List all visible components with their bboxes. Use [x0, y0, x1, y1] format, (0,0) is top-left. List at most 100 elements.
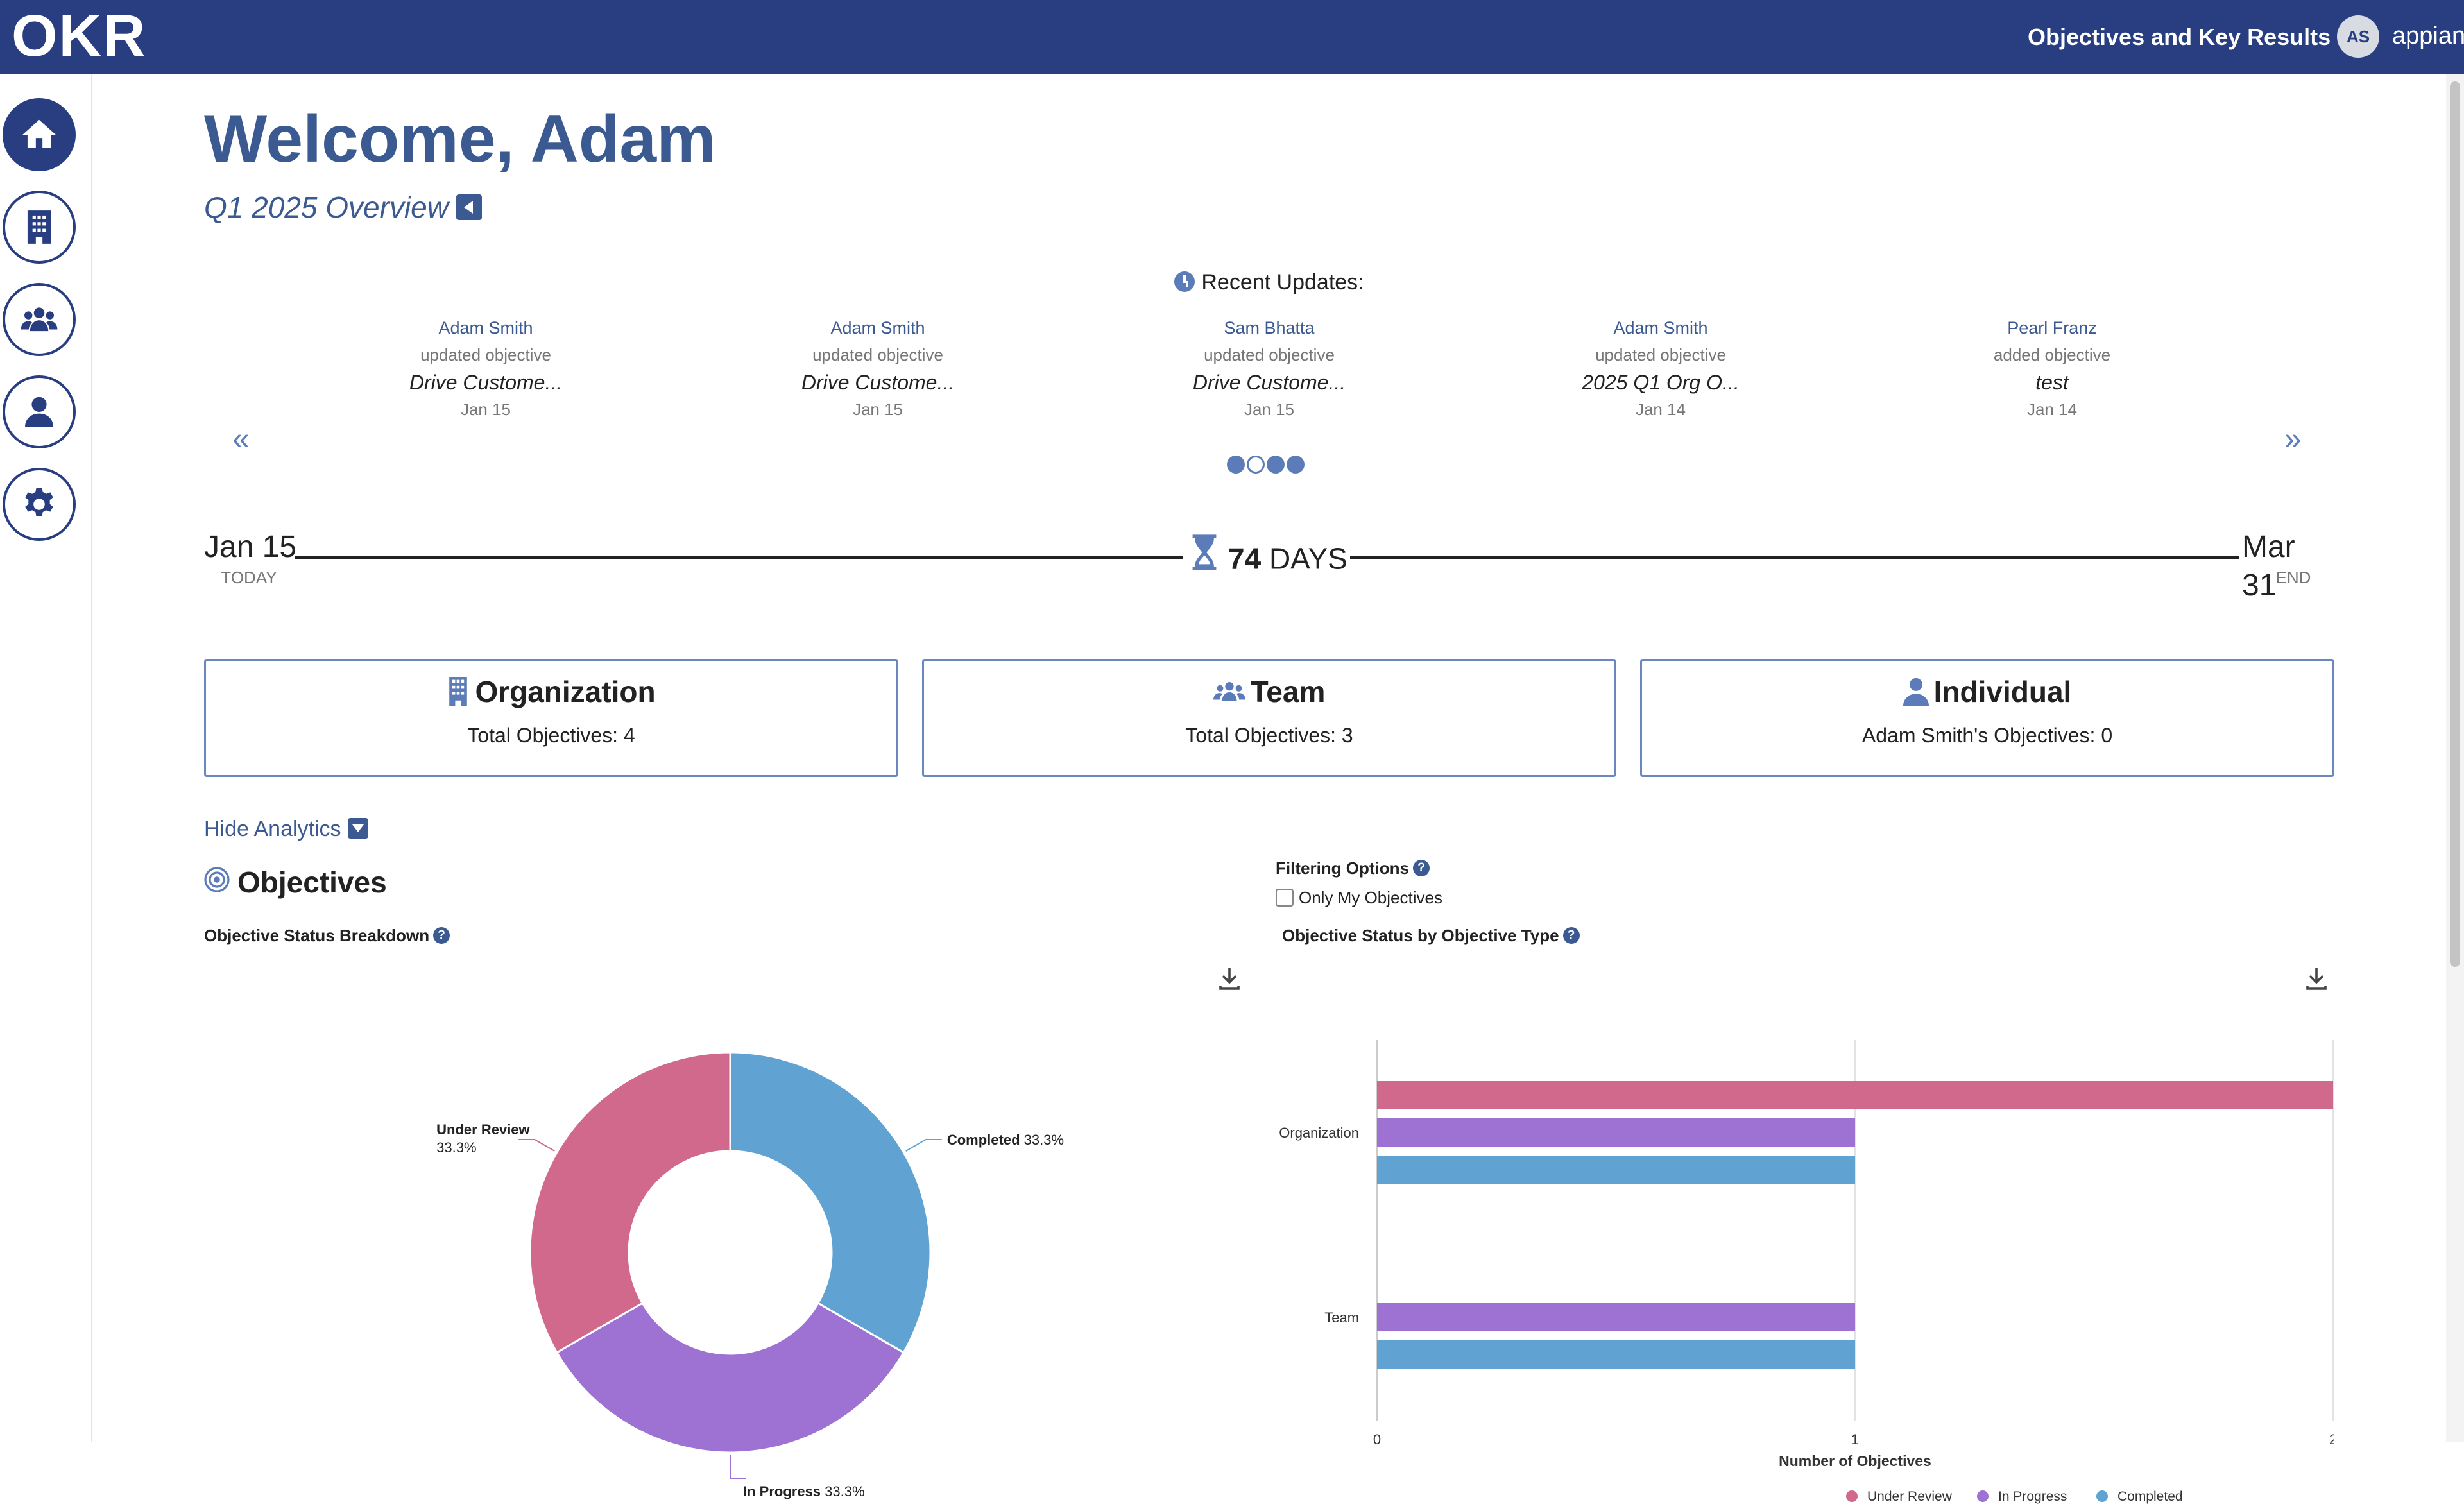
donut-label: Under Review — [436, 1122, 530, 1138]
clock-icon — [1174, 271, 1195, 293]
update-object[interactable]: Drive Custome... — [801, 371, 955, 394]
recent-updates-label: Recent Updates: — [1201, 270, 1364, 295]
carousel-next-button[interactable]: » — [2284, 422, 2302, 456]
timeline-end-date: Mar 31 — [2242, 530, 2295, 602]
collapse-icon — [347, 818, 368, 839]
user-icon — [25, 397, 53, 427]
quarter-overview: Q1 2025 Overview — [204, 188, 482, 226]
team-card[interactable]: Team Total Objectives: 3 — [922, 659, 1616, 777]
update-author[interactable]: Pearl Franz — [2007, 318, 2097, 337]
main-content: Welcome, Adam Q1 2025 Overview Recent Up… — [204, 74, 2334, 1504]
donut-slice-in-progress[interactable] — [555, 1301, 905, 1454]
organization-nav-button[interactable] — [3, 191, 76, 264]
bar-organization-under-review[interactable] — [1377, 1081, 2333, 1109]
bar-team-completed[interactable] — [1377, 1340, 1855, 1369]
card-title-text: Organization — [475, 675, 656, 708]
bar-organization-completed[interactable] — [1377, 1156, 1855, 1184]
card-value: Adam Smith's Objectives: 0 — [1861, 724, 2113, 747]
user-icon — [1903, 678, 1929, 706]
donut-slice-under-review[interactable] — [529, 1051, 732, 1354]
update-object[interactable]: Drive Custome... — [409, 371, 563, 394]
update-date: Jan 14 — [2026, 400, 2078, 419]
status-breakdown-donut-chart: Completed 33.3% In Progress 33.3% Under Re… — [436, 1051, 1064, 1499]
user-avatar[interactable]: AS — [2337, 15, 2379, 58]
timeline-line-right — [1350, 556, 2239, 559]
hide-analytics-toggle[interactable]: Hide Analytics — [204, 813, 368, 845]
users-icon — [21, 307, 58, 332]
status-breakdown-title: Objective Status Breakdown? — [204, 923, 450, 948]
only-my-objectives-checkbox[interactable]: Only My Objectives — [1276, 885, 1442, 910]
donut-value-label: 33.3% — [436, 1140, 476, 1156]
app-switcher-menu[interactable]: Objectives and Key Results▼ — [2028, 19, 2351, 56]
update-author[interactable]: Adam Smith — [830, 318, 925, 337]
update-object[interactable]: Drive Custome... — [1192, 371, 1346, 394]
recent-update-item: Pearl Franz added objective test Jan 14 — [1917, 314, 2187, 422]
status-by-type-bar-chart: 0 1 2 Organization Team Number of Objectives U… — [1279, 1040, 2334, 1504]
recent-update-item: Adam Smith updated objective Drive Custo… — [351, 314, 620, 422]
x-tick-label: 2 — [2329, 1431, 2334, 1447]
individual-card[interactable]: Individual Adam Smith's Objectives: 0 — [1640, 659, 2334, 777]
home-nav-button[interactable] — [3, 98, 76, 171]
organization-card[interactable]: Organization Total Objectives: 4 — [204, 659, 898, 777]
individual-nav-button[interactable] — [3, 375, 76, 448]
update-object[interactable]: 2025 Q1 Org O... — [1582, 371, 1740, 394]
carousel-dot[interactable] — [1247, 456, 1265, 474]
okr-logo[interactable]: OKR — [12, 3, 147, 69]
legend-label[interactable]: In Progress — [1998, 1489, 2067, 1504]
days-remaining: 74 DAYS — [1190, 534, 1348, 586]
top-header: OKR Objectives and Key Results▼ AS appia… — [0, 0, 2464, 74]
carousel-dot[interactable] — [1267, 456, 1285, 474]
download-donut-chart-icon[interactable] — [1217, 966, 1242, 991]
update-date: Jan 15 — [460, 400, 511, 419]
recent-update-item: Adam Smith updated objective Drive Custo… — [743, 314, 1013, 422]
legend-marker — [2096, 1490, 2108, 1502]
update-object[interactable]: test — [2035, 371, 2069, 394]
hide-analytics-label: Hide Analytics — [204, 817, 341, 841]
card-title-text: Individual — [1933, 675, 2072, 708]
team-nav-button[interactable] — [3, 283, 76, 356]
previous-quarter-button[interactable] — [456, 194, 482, 220]
page-scrollbar[interactable] — [2446, 74, 2464, 1442]
carousel-dot[interactable] — [1227, 456, 1245, 474]
carousel-prev-button[interactable]: « — [232, 422, 250, 456]
donut-leader-line — [730, 1455, 746, 1479]
filtering-options-title: Filtering Options? — [1276, 855, 1430, 881]
timeline-start-label: TODAY — [221, 568, 277, 587]
checkbox-box[interactable] — [1276, 889, 1294, 907]
donut-slice-completed[interactable] — [729, 1051, 932, 1354]
donut-leader-line — [905, 1139, 942, 1152]
card-title-text: Team — [1250, 675, 1326, 708]
help-icon[interactable]: ? — [1413, 860, 1430, 877]
update-action: updated objective — [420, 345, 551, 364]
card-title: Organization — [206, 672, 896, 711]
gear-icon — [25, 488, 53, 516]
update-action: updated objective — [1204, 345, 1335, 364]
update-author[interactable]: Adam Smith — [1613, 318, 1708, 337]
app-switcher-label: Objectives and Key Results — [2028, 24, 2331, 50]
y-category-label: Organization — [1279, 1125, 1359, 1141]
bar-organization-in-progress[interactable] — [1377, 1118, 1855, 1147]
update-author[interactable]: Adam Smith — [438, 318, 533, 337]
bar-team-in-progress[interactable] — [1377, 1303, 1855, 1331]
users-icon — [1213, 681, 1245, 701]
help-icon[interactable]: ? — [1562, 927, 1580, 944]
scrollbar-thumb[interactable] — [2450, 81, 2460, 967]
download-bar-chart-icon[interactable] — [2304, 966, 2329, 991]
recent-updates-title: Recent Updates: — [204, 266, 2334, 298]
appian-logo: appian — [2392, 22, 2464, 49]
y-category-label: Team — [1324, 1310, 1359, 1326]
update-author[interactable]: Sam Bhatta — [1224, 318, 1315, 337]
card-value: Total Objectives: 3 — [1185, 724, 1353, 747]
settings-nav-button[interactable] — [3, 468, 76, 541]
x-axis-title: Number of Objectives — [1779, 1453, 1931, 1469]
sidebar-nav — [0, 74, 92, 1442]
donut-label: In Progress 33.3% — [743, 1483, 865, 1499]
carousel-dot[interactable] — [1287, 456, 1305, 474]
x-tick-label: 0 — [1373, 1431, 1381, 1447]
help-icon[interactable]: ? — [433, 927, 450, 944]
only-my-objectives-label: Only My Objectives — [1299, 888, 1442, 907]
filtering-options-text: Filtering Options — [1276, 858, 1409, 878]
legend-label[interactable]: Under Review — [1867, 1489, 1953, 1504]
legend-label[interactable]: Completed — [2118, 1489, 2183, 1504]
recent-update-item: Sam Bhatta updated objective Drive Custo… — [1134, 314, 1404, 422]
